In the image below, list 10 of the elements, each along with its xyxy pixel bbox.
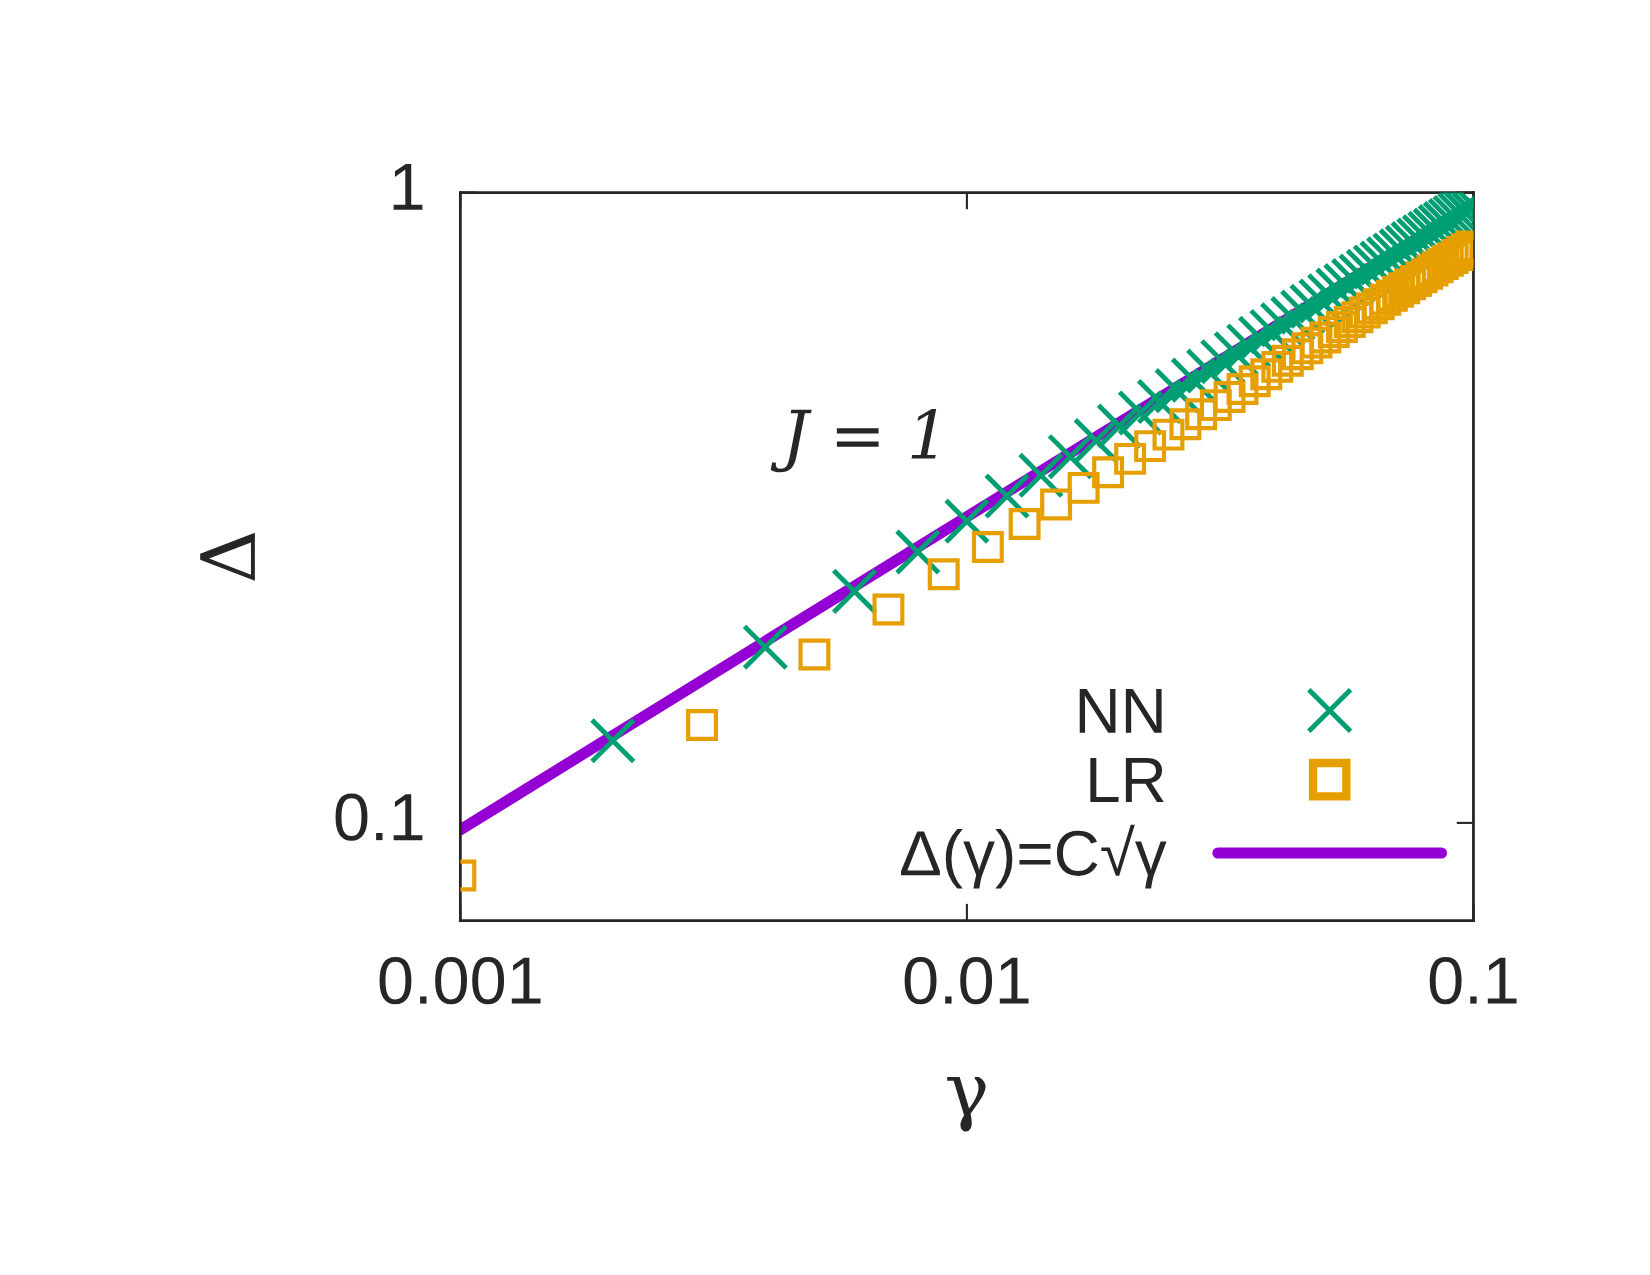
legend-label: LR — [1090, 758, 1164, 802]
x-tick-label: 0.1 — [1429, 957, 1517, 1005]
x-axis-title: γ — [947, 1076, 986, 1132]
annotation: J = 1 — [770, 408, 937, 473]
y-tick-label: 1 — [393, 163, 423, 210]
y-axis-title: Δ — [200, 532, 255, 581]
legend-label: Δ(γ)=C√γ — [901, 824, 1167, 889]
legend-label: NN — [1079, 688, 1162, 733]
x-tick-label: 0.01 — [904, 957, 1029, 1005]
x-tick-label: 0.001 — [379, 957, 541, 1005]
